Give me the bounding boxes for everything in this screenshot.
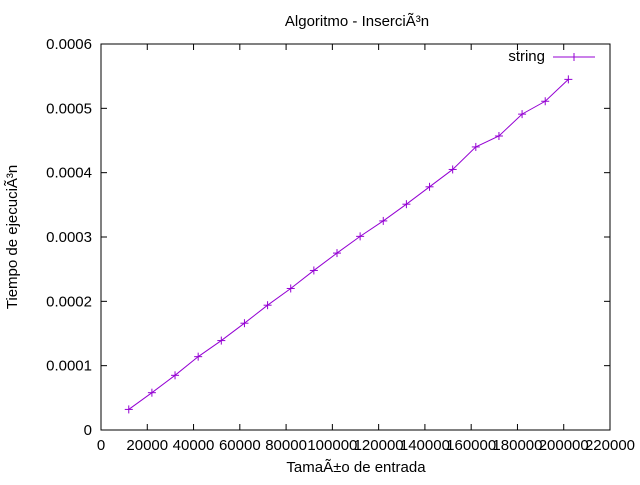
x-tick-label: 80000 (265, 437, 307, 454)
data-point (425, 182, 434, 191)
data-point (402, 200, 411, 209)
data-point (263, 301, 272, 310)
x-tick-label: 160000 (446, 437, 496, 454)
y-tick-label: 0.0001 (46, 358, 92, 375)
chart-title: Algoritmo - InserciÃ³n (285, 13, 429, 30)
data-point (379, 216, 388, 225)
data-point (147, 388, 156, 397)
data-point (471, 142, 480, 151)
data-point (541, 97, 550, 106)
data-point (518, 110, 527, 119)
y-tick-label: 0.0002 (46, 293, 92, 310)
data-point (564, 75, 573, 84)
y-tick-label: 0.0004 (46, 165, 92, 182)
x-tick-label: 220000 (585, 437, 635, 454)
x-tick-label: 100000 (307, 437, 357, 454)
data-point (309, 266, 318, 275)
data-point (194, 352, 203, 361)
x-tick-label: 40000 (173, 437, 215, 454)
x-tick-label: 0 (97, 437, 105, 454)
data-point (217, 336, 226, 345)
x-tick-label: 120000 (354, 437, 404, 454)
x-tick-label: 200000 (539, 437, 589, 454)
y-tick-label: 0.0003 (46, 229, 92, 246)
data-point (448, 165, 457, 174)
y-axis: 0 0.0001 0.0002 0.0003 0.0004 0.0005 0.0006 (46, 36, 610, 439)
data-point (124, 405, 133, 414)
data-point (286, 284, 295, 293)
x-axis-label: TamaÃ±o de entrada (286, 459, 426, 476)
data-point (240, 319, 249, 328)
legend: string (508, 48, 595, 65)
y-axis-label: Tiempo de ejecuciÃ³n (4, 165, 21, 310)
legend-label-string: string (508, 48, 545, 65)
x-tick-label: 60000 (219, 437, 261, 454)
x-tick-label: 180000 (492, 437, 542, 454)
series-line-string (128, 79, 569, 410)
y-tick-label: 0.0005 (46, 100, 92, 117)
plot-area-border (100, 43, 611, 431)
data-point (356, 232, 365, 241)
x-tick-label: 140000 (400, 437, 450, 454)
y-tick-label: 0.0006 (46, 36, 92, 53)
legend-marker-string (570, 53, 578, 61)
series-layer (124, 75, 573, 414)
data-point (332, 249, 341, 258)
x-axis: 0 20000 40000 60000 80000 1000001200001400001… (97, 44, 635, 454)
data-point (494, 131, 503, 140)
data-point (171, 371, 180, 380)
y-tick-label: 0 (84, 422, 92, 439)
x-tick-label: 20000 (126, 437, 168, 454)
